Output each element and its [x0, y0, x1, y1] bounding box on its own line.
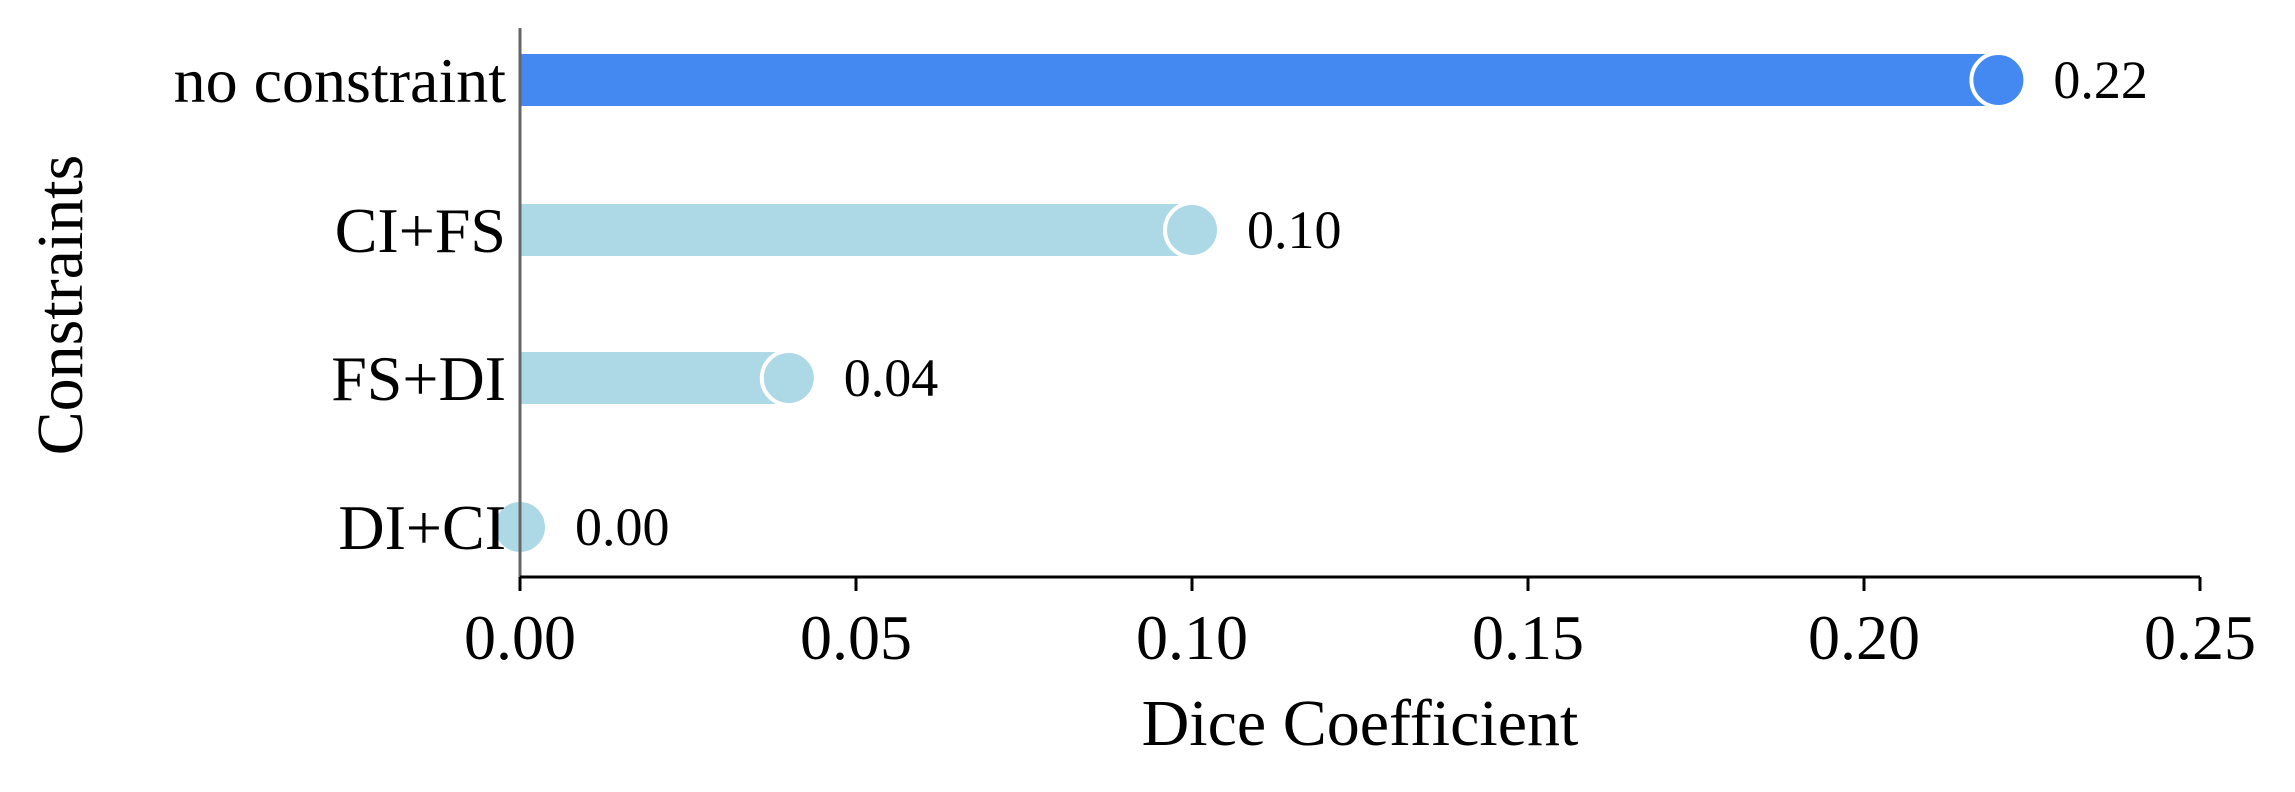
x-tick-label: 0.10: [1136, 602, 1248, 673]
category-label-no-constraint: no constraint: [174, 45, 507, 116]
bar-no-constraint: [520, 54, 1999, 106]
x-tick-label: 0.05: [800, 602, 912, 673]
x-tick-label: 0.15: [1472, 602, 1584, 673]
bar-end-marker-no-constraint: [1969, 51, 2028, 109]
category-label-fs-di: FS+DI: [331, 343, 506, 414]
bar-end-marker-ci-fs: [1163, 201, 1221, 259]
value-label-di-ci: 0.00: [575, 497, 670, 557]
x-tick-label: 0.00: [464, 602, 576, 673]
value-label-ci-fs: 0.10: [1247, 200, 1342, 260]
category-label-di-ci: DI+CI: [338, 492, 506, 563]
x-tick-label: 0.20: [1808, 602, 1920, 673]
bar-fs-di: [520, 352, 789, 404]
y-axis-title: Constraints: [24, 155, 97, 456]
x-axis-title: Dice Coefficient: [1142, 687, 1579, 760]
labels-layer: 0.22 no constraint 0.10 CI+FS 0.04 FS+DI 0.00 D…: [174, 45, 2148, 563]
value-label-fs-di: 0.04: [844, 348, 939, 408]
x-tick-label: 0.25: [2144, 602, 2256, 673]
ticks-layer: 0.00 0.05 0.10 0.15 0.20 0.25: [464, 577, 2256, 673]
value-label-no-constraint: 0.22: [2053, 50, 2148, 110]
bar-ci-fs: [520, 204, 1192, 256]
bars-layer: [491, 51, 2028, 556]
axes-layer: [518, 28, 2200, 579]
category-label-ci-fs: CI+FS: [335, 195, 506, 266]
bar-end-marker-fs-di: [759, 349, 818, 407]
